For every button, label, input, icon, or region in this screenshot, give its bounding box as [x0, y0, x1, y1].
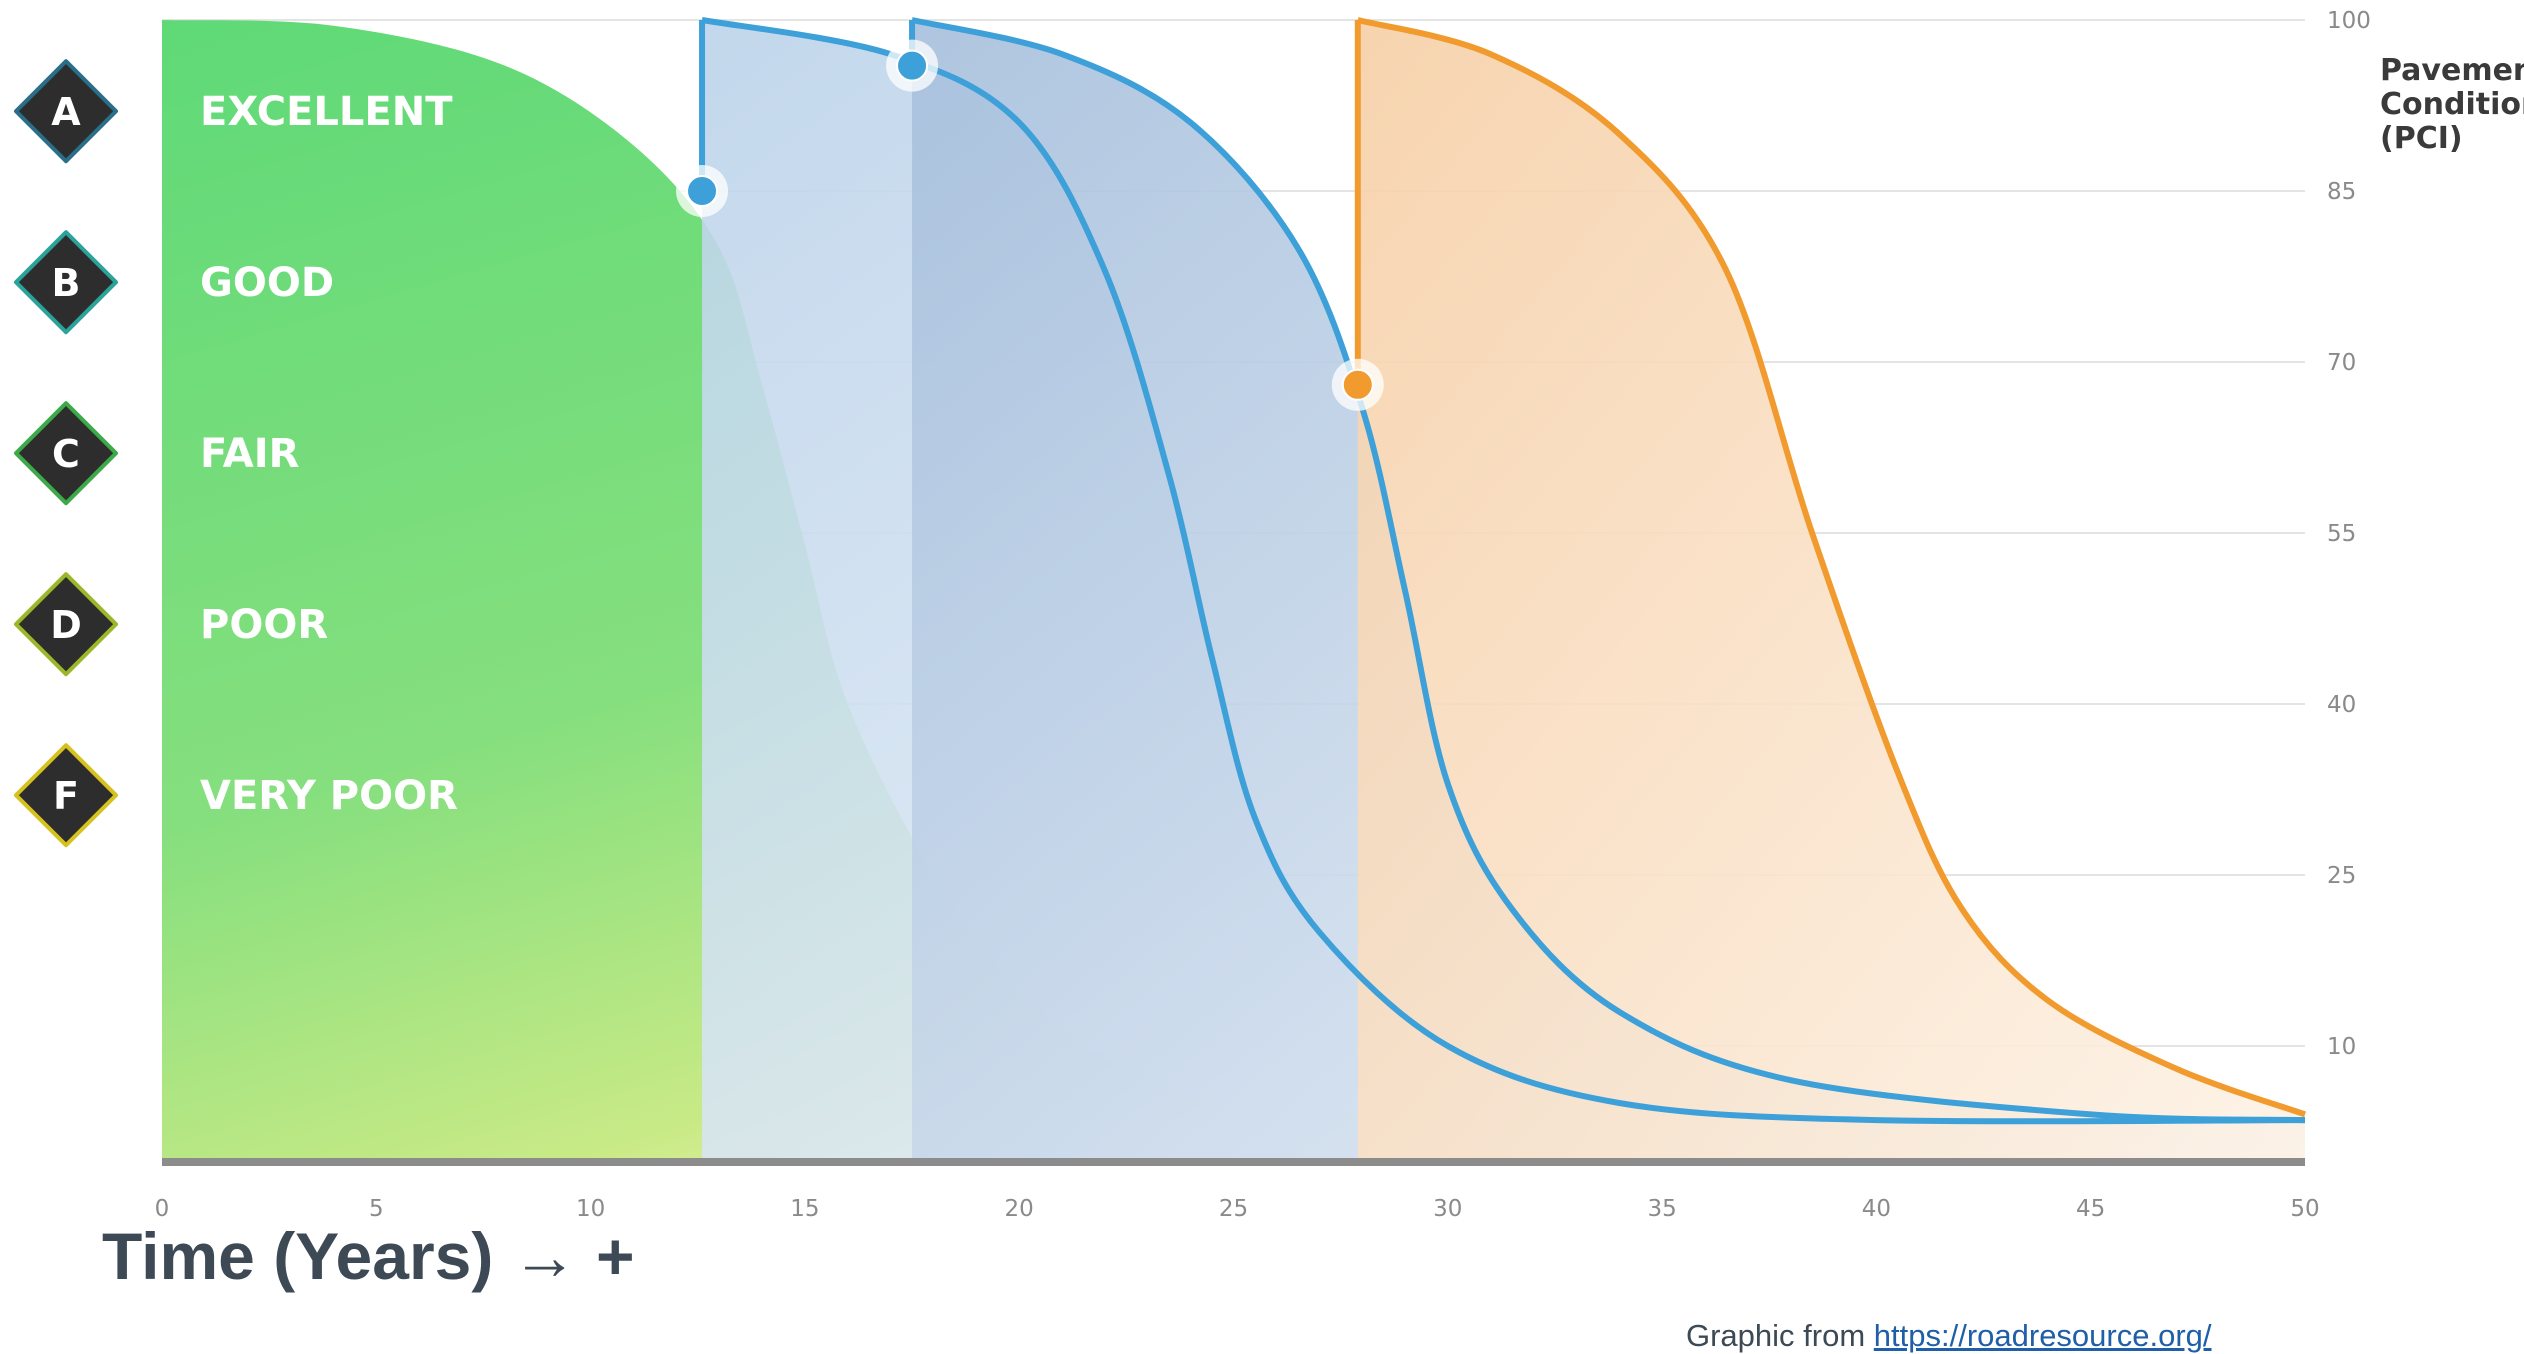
y-axis-title-line-2: Condition: [2380, 87, 2524, 122]
grade-label-b: GOOD: [200, 260, 334, 306]
y-tick-70: 70: [2327, 350, 2356, 376]
grade-label-f: VERY POOR: [200, 773, 458, 819]
credit-link[interactable]: https://roadresource.org/: [1873, 1318, 2212, 1353]
x-tick-30: 30: [1433, 1196, 1462, 1222]
grade-badge-f: [14, 743, 118, 848]
x-tick-40: 40: [1862, 1196, 1891, 1222]
grade-badge-letter-d: D: [50, 603, 82, 647]
y-tick-85: 85: [2327, 179, 2356, 205]
x-tick-20: 20: [1005, 1196, 1034, 1222]
y-tick-10: 10: [2327, 1034, 2356, 1060]
curve-line-3: [911, 17, 2306, 1124]
grade-labels: EXCELLENT GOOD FAIR POOR VERY POOR: [200, 89, 458, 819]
curve-lines: [701, 17, 2307, 1125]
graphic-credit: Graphic from https://roadresource.org/: [1686, 1318, 2212, 1354]
treatment-markers: [676, 20, 1384, 411]
grade-badge-b: [14, 230, 118, 335]
x-tick-25: 25: [1219, 1196, 1248, 1222]
grade-label-a: EXCELLENT: [200, 89, 453, 135]
treatment-point-1: [686, 175, 719, 207]
treatment-point-2: [896, 49, 929, 82]
treatment-point-3: [1341, 368, 1374, 401]
curve-area-3: [912, 20, 2305, 1160]
grade-badge-letter-b: B: [52, 261, 81, 305]
x-tick-45: 45: [2076, 1196, 2105, 1222]
grade-badges: A B C D F: [14, 59, 118, 848]
y-tick-40: 40: [2327, 692, 2356, 718]
y-axis-title: PavementCondition(PCI): [2380, 53, 2524, 156]
grade-badge-c: [14, 401, 118, 506]
x-tick-35: 35: [1647, 1196, 1676, 1222]
x-tick-5: 5: [369, 1196, 384, 1222]
grade-badge-letter-a: A: [51, 90, 81, 134]
grade-badge-d: [14, 572, 118, 677]
x-tick-15: 15: [790, 1196, 819, 1222]
x-tick-10: 10: [576, 1196, 605, 1222]
grade-badge-a: [14, 59, 118, 164]
grade-badge-letter-c: C: [52, 432, 80, 476]
grade-badge-letter-f: F: [53, 774, 79, 818]
x-tick-50: 50: [2290, 1196, 2319, 1222]
curve-area-1: [162, 20, 2305, 1160]
x-axis-title: Time (Years) → +: [102, 1219, 635, 1293]
credit-prefix: Graphic from: [1686, 1318, 1874, 1353]
y-axis-title-line-1: Pavement: [2380, 53, 2524, 88]
y-tick-100: 100: [2327, 8, 2371, 34]
grade-label-c: FAIR: [200, 431, 299, 477]
y-tick-25: 25: [2327, 863, 2356, 889]
grade-label-d: POOR: [200, 602, 328, 648]
y-axis-title-line-3: (PCI): [2380, 121, 2463, 156]
curve-line-2: [701, 17, 2306, 1125]
curve-line-4: [1357, 17, 2307, 1118]
y-tick-55: 55: [2327, 521, 2356, 547]
x-tick-0: 0: [155, 1196, 170, 1222]
axes: 0 5 10 15 20 25 30 35 40 45 50 10 25 40 55 70 85 100: [155, 8, 2371, 1222]
